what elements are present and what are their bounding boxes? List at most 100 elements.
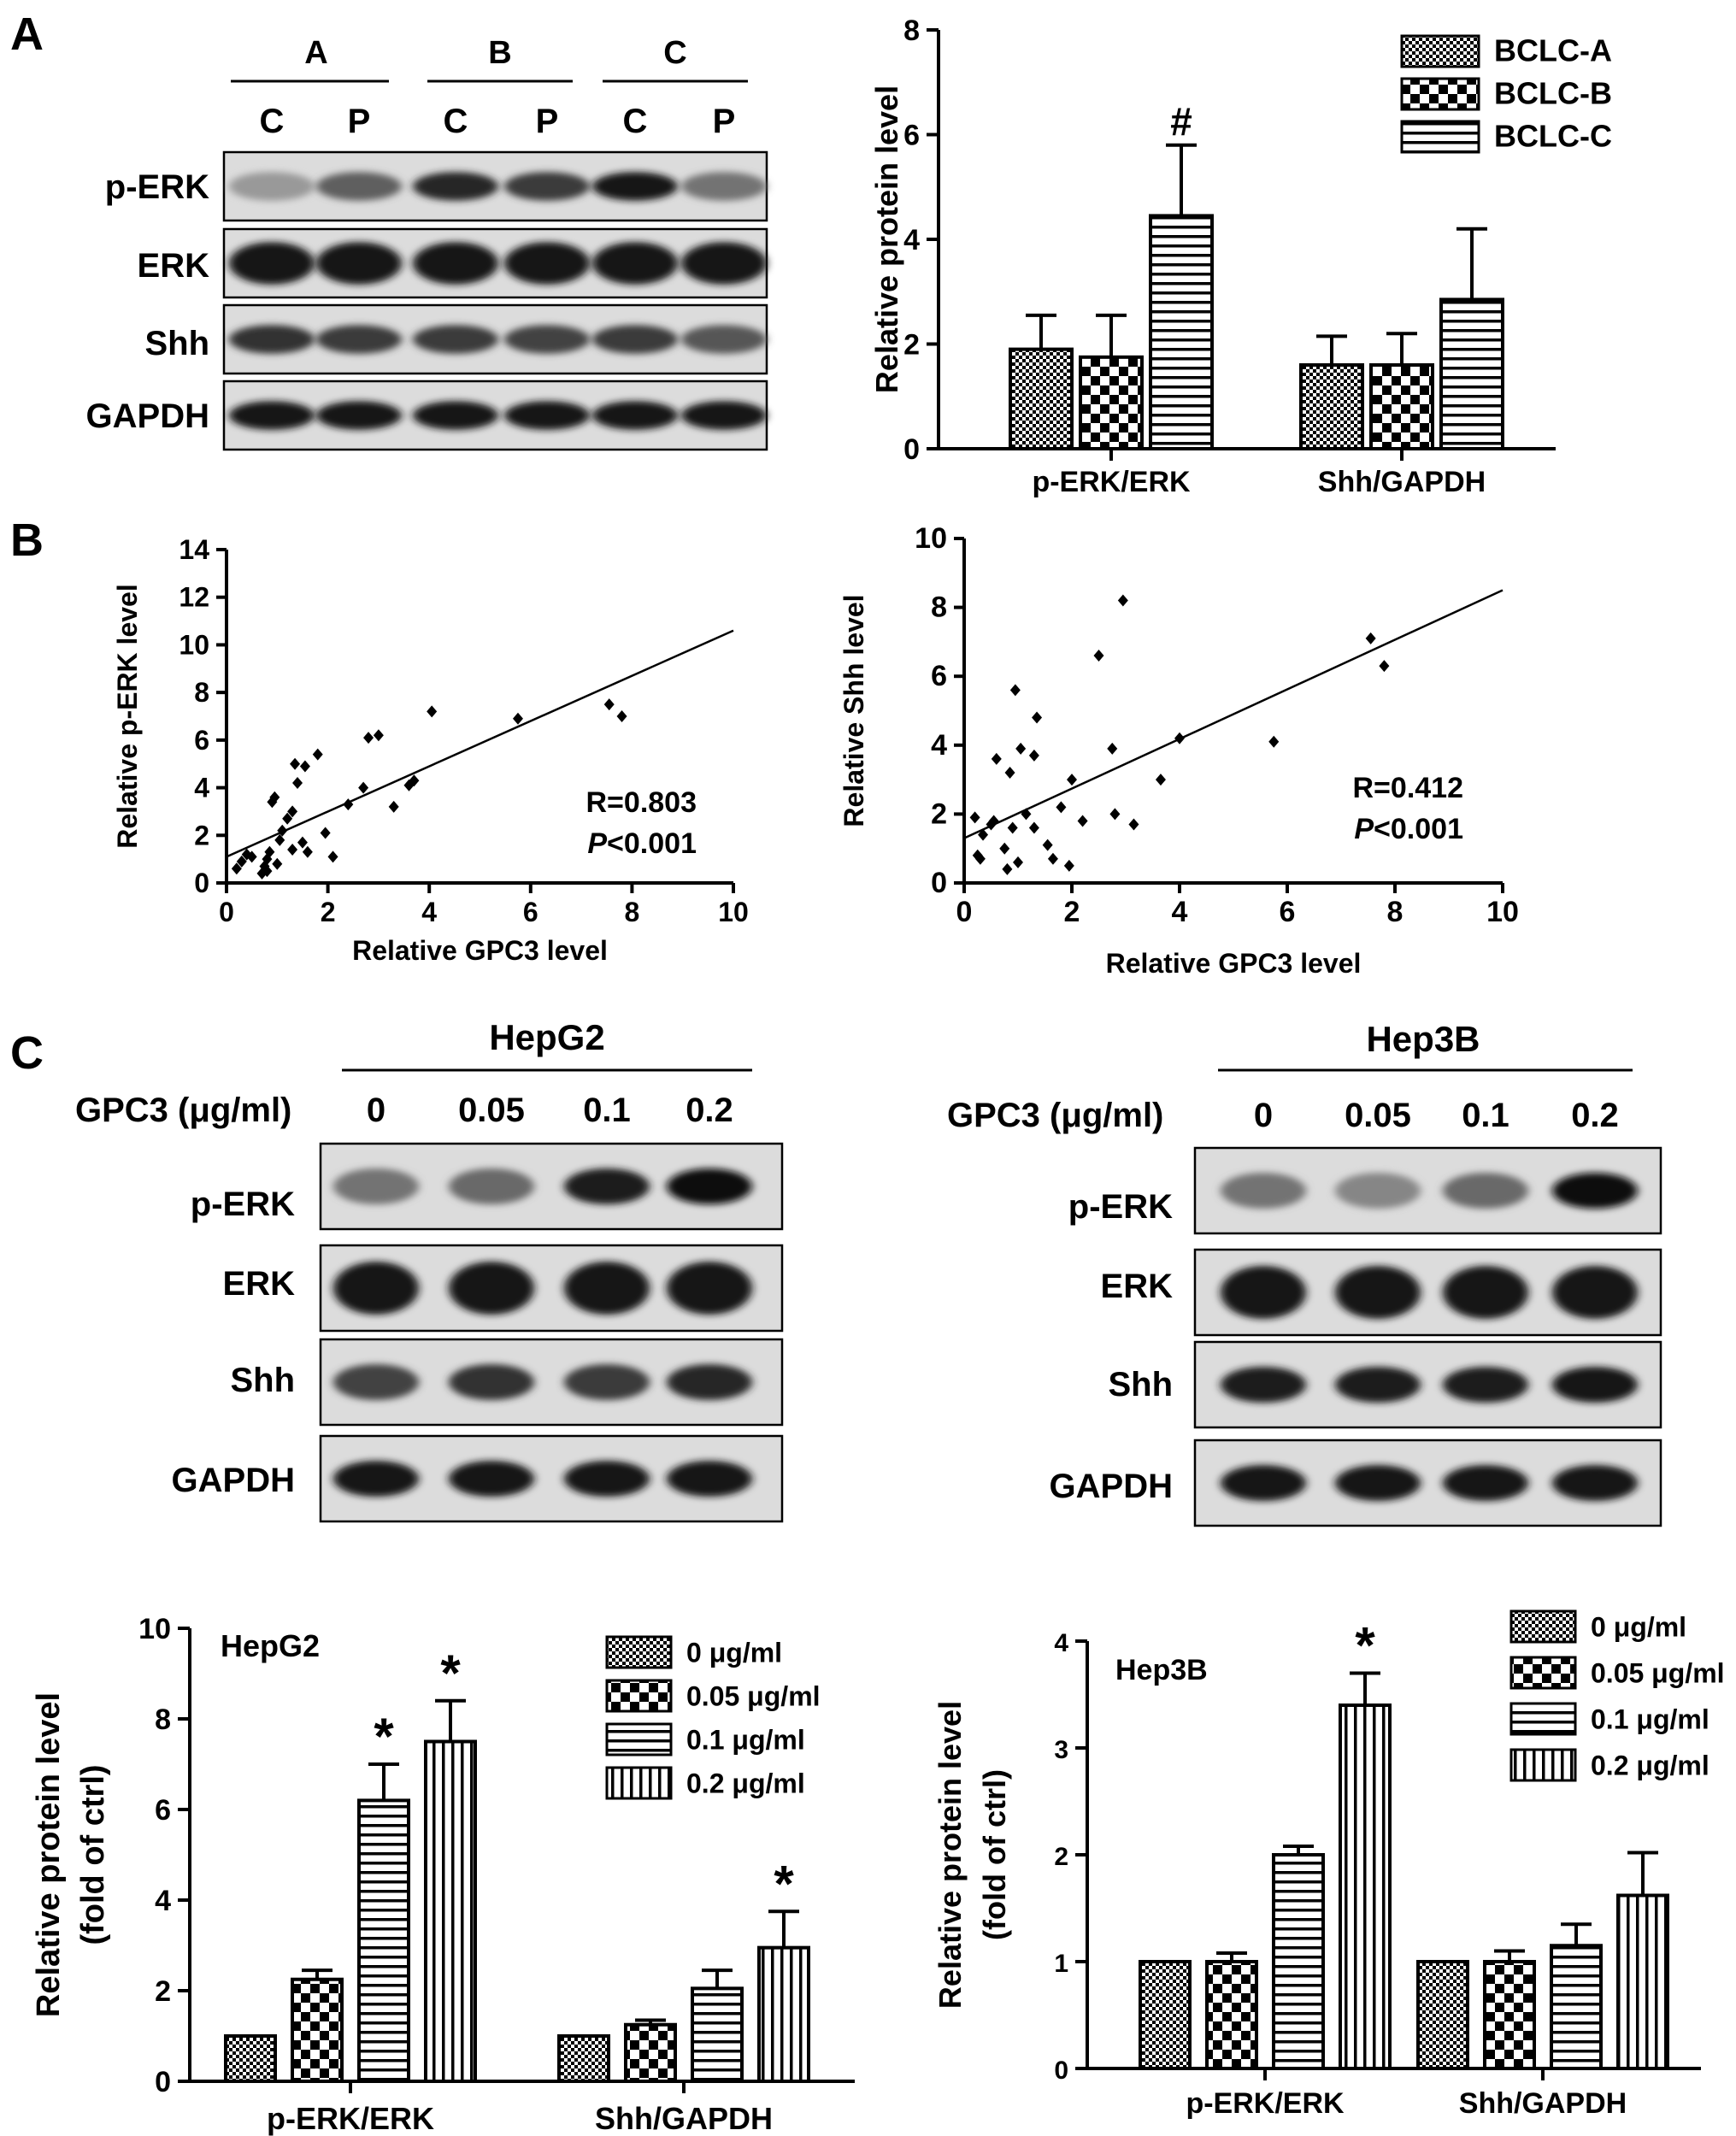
x-category-label: p-ERK/ERK — [267, 2101, 434, 2136]
blot-hepg2-row-label: GAPDH — [172, 1462, 295, 1499]
y-tick-label: 4 — [903, 224, 920, 256]
blot-a-band — [229, 172, 315, 201]
y-tick-label: 8 — [194, 677, 209, 708]
blot-hepg2-band — [564, 1364, 650, 1400]
blot-a-row-label: Shh — [144, 325, 209, 362]
data-point — [262, 865, 273, 878]
legend-label: 0.05 μg/ml — [1591, 1658, 1725, 1689]
data-point — [1009, 684, 1021, 697]
bar — [1550, 1944, 1603, 2070]
blot-a-band — [413, 401, 498, 430]
data-point — [1004, 767, 1015, 780]
blot-hep3b-band — [1552, 1367, 1638, 1403]
bar — [424, 1739, 477, 2083]
data-point — [1015, 742, 1027, 755]
blot-hepg2: HepG2 GPC3 (μg/ml) 0 0.05 0.1 0.2 p-ERK … — [75, 1017, 784, 1523]
y-tick-label: 14 — [179, 534, 209, 565]
y-tick-label: 0 — [155, 2066, 171, 2098]
blot-hep3b-band — [1552, 1173, 1638, 1209]
panel-label-a: A — [10, 9, 44, 60]
blot-a-band — [413, 242, 498, 285]
blot-a-lane-label: C — [260, 103, 285, 140]
data-point — [1067, 774, 1077, 786]
correlation-r: R=0.412 — [1353, 772, 1464, 804]
data-point — [1365, 632, 1376, 644]
x-tick-label: 10 — [1486, 896, 1519, 928]
bar — [557, 2034, 610, 2083]
x-tick-label: 4 — [421, 897, 437, 927]
data-point — [320, 827, 331, 839]
data-point — [969, 811, 980, 824]
data-point — [231, 862, 242, 875]
blot-hep3b-band — [1443, 1173, 1528, 1209]
y-axis-label: Relative protein level — [31, 1692, 67, 2017]
p-symbol: P — [1354, 813, 1374, 845]
blot-hepg2-dose-label: GPC3 (μg/ml) — [75, 1092, 291, 1129]
blot-hep3b-band — [1335, 1266, 1421, 1319]
scatter-shh-vs-gpc3: 0 2 4 6 8 10 0 2 4 6 8 10 Relative GPC3 level Relativ… — [839, 522, 1519, 979]
legend-label: 0.1 μg/ml — [1591, 1704, 1710, 1735]
significance-marker: * — [774, 1855, 794, 1912]
p-symbol: P — [587, 827, 607, 860]
y-axis-label: (fold of ctrl) — [977, 1769, 1012, 1940]
blot-hepg2-band — [449, 1168, 534, 1204]
bar-chart-hepg2: 0 2 4 6 8 10 p-ERK/ERK Shh/GAPDH * * * Relative pro… — [31, 1613, 855, 2136]
data-point — [1021, 808, 1032, 821]
legend-label: 0.1 μg/ml — [686, 1725, 805, 1756]
legend-swatch — [1509, 1748, 1577, 1782]
data-point — [1268, 735, 1280, 748]
blot-a-band — [316, 401, 402, 430]
legend-swatch — [605, 1766, 673, 1800]
legend-label: BCLC-A — [1494, 33, 1612, 68]
data-point — [1093, 650, 1104, 662]
x-tick-label: 2 — [321, 897, 336, 927]
blot-hepg2-dose: 0 — [367, 1092, 385, 1129]
bar — [224, 2034, 277, 2083]
data-point — [1077, 815, 1088, 827]
blot-hepg2-band — [449, 1364, 534, 1400]
correlation-p: P<0.001 — [587, 827, 697, 860]
blot-a-band — [413, 325, 498, 354]
data-point — [297, 836, 308, 849]
blot-hepg2-dose: 0.05 — [458, 1092, 525, 1129]
data-point — [358, 781, 369, 794]
blot-a-band — [413, 172, 498, 201]
blot-hep3b-row-label: Shh — [1108, 1366, 1173, 1403]
blot-hep3b-band — [1221, 1266, 1306, 1319]
data-point — [1107, 742, 1118, 755]
y-tick-label: 2 — [1054, 1843, 1068, 1871]
x-tick-label: 4 — [1172, 896, 1188, 928]
blot-a-group-label: C — [663, 35, 686, 71]
bar — [1416, 1960, 1469, 2070]
bar — [757, 1945, 810, 2083]
x-tick-label: 10 — [718, 897, 749, 927]
y-axis-label: (fold of ctrl) — [75, 1764, 111, 1945]
bar — [357, 1798, 410, 2083]
data-point — [264, 845, 275, 858]
blot-hep3b-row-label: ERK — [1101, 1268, 1174, 1305]
blot-hepg2-band — [667, 1461, 752, 1497]
y-tick-label: 8 — [931, 591, 947, 624]
data-point — [988, 815, 999, 827]
data-point — [1047, 852, 1058, 865]
blot-a-row-label: p-ERK — [105, 168, 209, 206]
y-tick-label: 0 — [931, 867, 947, 899]
y-tick-label: 0 — [1054, 2057, 1068, 2085]
blot-a-lane-label: P — [713, 103, 736, 140]
blot-hep3b-dose: 0.1 — [1462, 1097, 1509, 1134]
y-tick-label: 6 — [931, 660, 947, 692]
x-tick-label: 6 — [1280, 896, 1296, 928]
x-axis-label: Relative GPC3 level — [352, 935, 608, 966]
bar-chart-hep3b: 0 1 2 3 4 p-ERK/ERK Shh/GAPDH * Relative protein… — [933, 1609, 1725, 2120]
data-point — [1174, 732, 1185, 744]
blot-panel-a: A B C C P C P C P p-ERK ERK Shh GAPDH — [86, 35, 768, 451]
x-category-label: Shh/GAPDH — [1459, 2087, 1627, 2120]
bar — [1439, 297, 1504, 450]
legend-label: 0.2 μg/ml — [1591, 1751, 1710, 1781]
x-tick-label: 8 — [625, 897, 640, 927]
blot-a-band — [229, 401, 315, 430]
blot-hepg2-band — [449, 1262, 534, 1315]
bar — [1205, 1960, 1258, 2070]
data-point — [991, 752, 1002, 765]
scatter-perk-vs-gpc3: 0 2 4 6 8 10 0 2 4 6 8 10 12 14 Relative GPC3 level Rel… — [112, 534, 749, 966]
